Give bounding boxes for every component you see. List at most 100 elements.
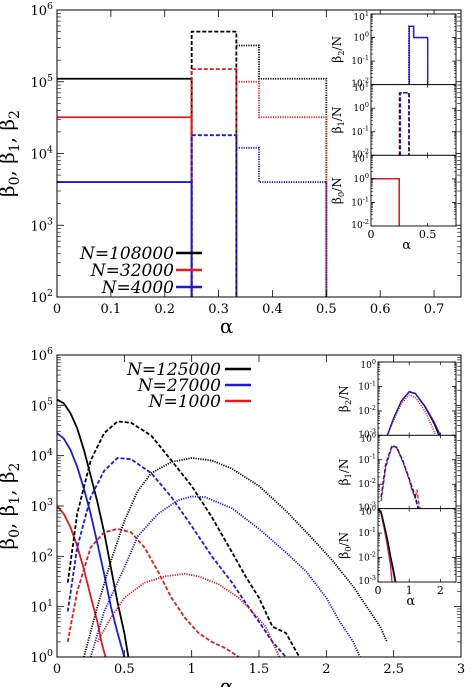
bottom_inset-ytick-label: 100	[360, 505, 376, 518]
top_inset-ytick-label: 10-2	[351, 218, 369, 231]
top_inset-panel-2: 10-2 10-1 100 101 β0/N	[330, 151, 457, 231]
bottom_inset-ytick-label: 10-3	[358, 427, 376, 440]
bottom_main-xtick-label: 1.5	[249, 662, 270, 677]
bottom_inset-ytick-label: 10-3	[358, 501, 376, 514]
top_main-xtick-label: 0.7	[424, 302, 445, 317]
top_inset-ytick-label: 100	[353, 101, 369, 114]
top_inset-ytick-label: 100	[353, 31, 369, 44]
bottom_main-xtick-label: 1	[188, 662, 196, 677]
top_main-series-8	[236, 146, 328, 297]
bottom_main-series-6	[83, 457, 388, 658]
top_main-legend-label: N=108000	[79, 244, 174, 264]
bottom_main-xtick-label: 0.5	[114, 662, 135, 677]
bottom_inset-p2-series-2	[377, 508, 397, 583]
bottom_main-ytick-label: 104	[31, 447, 54, 465]
top_inset-p2-series-2	[371, 178, 400, 226]
bottom_main-ytick-label: 100	[31, 648, 54, 666]
top_main-ytick-label: 105	[31, 73, 54, 91]
chart-bottom_inset: 10-310-210-1100β2/N10-310-210-1100β1/N10…	[337, 358, 457, 609]
top_inset-ytick-label: 100	[353, 172, 369, 185]
bottom_inset-panel-2: 10-3 10-2 10-1 100 β0/N	[337, 505, 457, 587]
bottom_main-ytick-label: 105	[31, 396, 54, 414]
bottom_inset-panel-bg	[378, 508, 456, 582]
top_main-series-7	[236, 80, 328, 297]
top_inset-ytick-label: 10-2	[351, 77, 369, 90]
bottom_inset-ytick-label: 10-3	[358, 574, 376, 587]
top_inset-xtick-label: 0	[368, 228, 375, 241]
bottom_main-legend-label: N=1000	[148, 392, 222, 412]
top_main-xtick-label: 0.1	[101, 302, 122, 317]
top_inset-ytick-label: 10-2	[351, 147, 369, 160]
bottom_inset-ytick-label: 10-1	[358, 526, 376, 539]
top_inset-xtick-label: 0.5	[419, 228, 437, 241]
bottom_main-ytick-label: 106	[31, 346, 54, 364]
top_inset-panel-bg	[371, 84, 456, 156]
bottom_main-series-8	[96, 572, 281, 658]
top_main-legend-label: N=4000	[101, 278, 175, 298]
bottom_inset-p0-series-2	[386, 390, 441, 436]
chart-top_inset: 10-2 10-1 100 101 β2/N 10-2 10-1 100 101 β1/N 10-2…	[330, 10, 457, 253]
bottom_inset-ylabel: β0/N	[337, 532, 353, 559]
top_inset-panel-bg	[371, 14, 456, 85]
top_main-ytick-label: 104	[31, 145, 54, 163]
bottom_main-series-1	[56, 432, 126, 658]
top_main-xlabel: α	[220, 314, 234, 338]
bottom_inset-p0-series-0	[386, 394, 437, 436]
top_inset-panel-1: 10-2 10-1 100 101 β1/N	[330, 81, 457, 160]
bottom_inset-p2-series-0	[377, 508, 393, 583]
top_main-xtick-label: 0.6	[370, 302, 391, 317]
top_main-ytick-label: 102	[31, 288, 54, 306]
bottom_inset-xtick-label: 2	[437, 584, 444, 597]
top_main-legend-label: N=32000	[90, 261, 174, 281]
bottom_inset-ytick-label: 10-1	[358, 453, 376, 466]
top_main-xtick-label: 0.2	[154, 302, 175, 317]
bottom_main-series-0	[56, 398, 130, 658]
bottom_inset-xtick-label: 0	[375, 584, 382, 597]
bottom_main-series-7	[89, 495, 361, 658]
top_inset-ytick-label: 10-1	[351, 125, 369, 138]
bottom_inset-ylabel: β1/N	[337, 459, 353, 486]
bottom_main-legend-label: N=27000	[137, 376, 221, 396]
bottom_inset-panel-1: 10-3 10-2 10-1 100 β1/N	[337, 431, 457, 514]
bottom_inset-ytick-label: 100	[360, 431, 376, 444]
bottom_main-series-3	[66, 420, 301, 658]
top_main-xtick-label: 0	[53, 302, 61, 317]
bottom_inset-xlabel: α	[406, 594, 415, 609]
top_inset-p1-series-2	[399, 92, 410, 156]
top_inset-ytick-label: 101	[353, 10, 369, 23]
bottom_main-legend-label: N=125000	[126, 360, 221, 380]
top_main-xtick-label: 0.4	[262, 302, 283, 317]
bottom_inset-ytick-label: 100	[360, 358, 376, 371]
bottom_inset-panel-bg	[378, 435, 456, 509]
bottom_inset-ytick-label: 10-2	[358, 551, 376, 564]
bottom_main-xtick-label: 0	[53, 662, 61, 677]
top_inset-ytick-label: 10-1	[351, 195, 369, 208]
bottom_inset-p1-series-2	[380, 445, 419, 509]
top_inset-ylabel: β1/N	[330, 107, 346, 134]
top_main-xtick-label: 0.5	[316, 302, 337, 317]
bottom_inset-ytick-label: 10-1	[358, 379, 376, 392]
top_main-ytick-label: 106	[31, 1, 54, 19]
bottom_inset-ytick-label: 10-2	[358, 477, 376, 490]
bottom_main-xtick-label: 2.5	[383, 662, 404, 677]
bottom_inset-xtick-label: 1	[406, 584, 413, 597]
bottom_main-ylabel: β0, β1, β2	[0, 463, 23, 550]
top_inset-ylabel: β2/N	[330, 36, 346, 63]
top_main-series-5	[190, 134, 238, 297]
top_inset-ylabel: β0/N	[330, 177, 346, 204]
top_inset-panel-frame	[370, 154, 457, 227]
top_inset-panel-bg	[371, 155, 456, 226]
top_inset-ytick-label: 10-1	[351, 54, 369, 67]
bottom_main-xtick-label: 2	[322, 662, 330, 677]
bottom_inset-ytick-label: 10-2	[358, 404, 376, 417]
bottom_main-ytick-label: 102	[31, 547, 54, 565]
top_main-ytick-label: 103	[31, 216, 54, 234]
bottom_main-ytick-label: 103	[31, 497, 54, 515]
bottom_main-xtick-label: 3	[457, 662, 465, 677]
top_inset-ytick-label: 101	[353, 151, 369, 164]
bottom_main-series-4	[66, 457, 287, 658]
bottom_inset-ylabel: β2/N	[337, 385, 353, 412]
